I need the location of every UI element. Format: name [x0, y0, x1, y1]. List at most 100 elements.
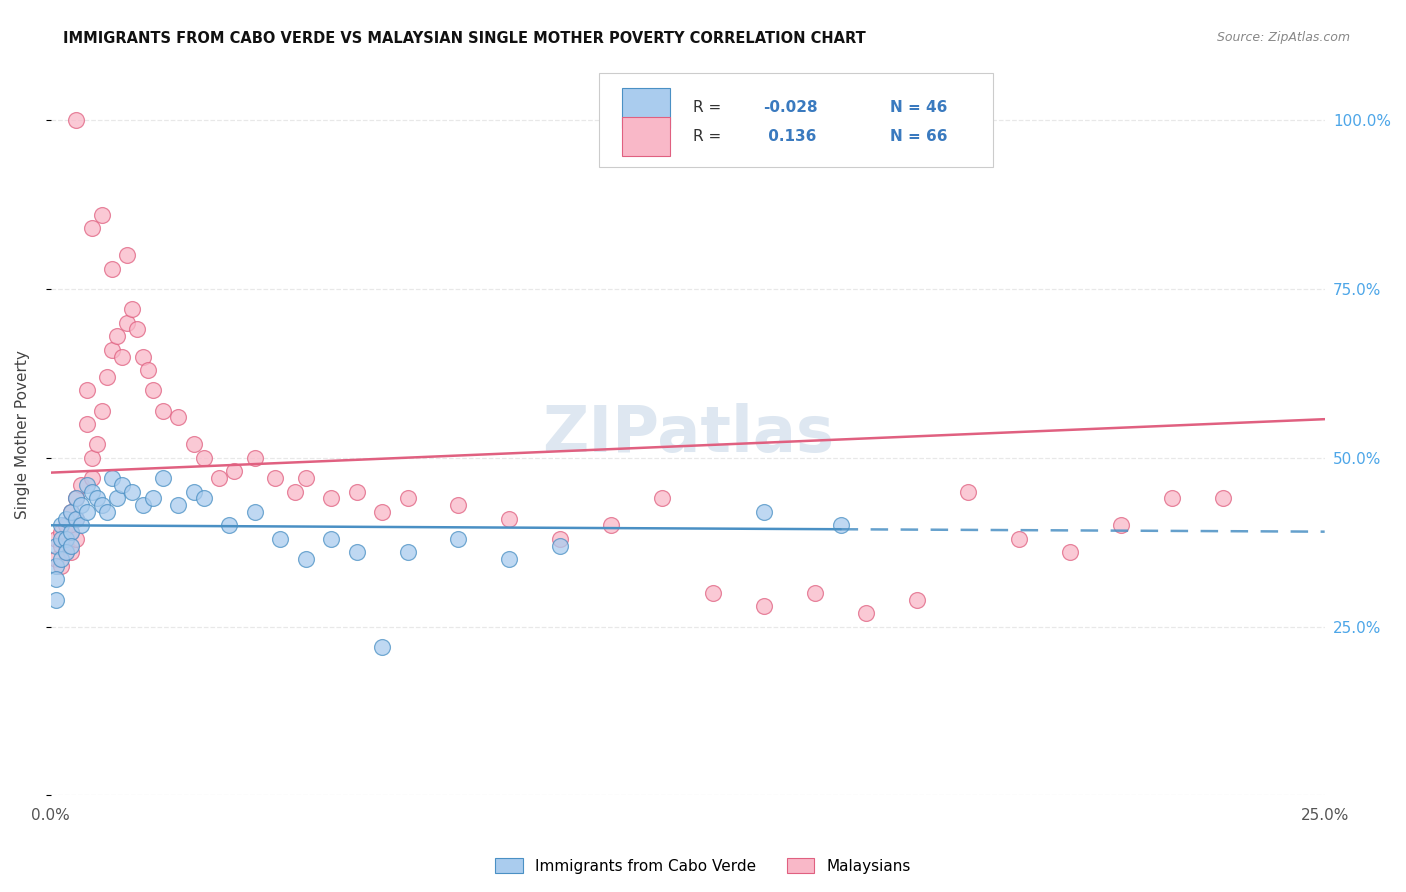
Point — [101, 471, 124, 485]
Point — [90, 403, 112, 417]
Y-axis label: Single Mother Poverty: Single Mother Poverty — [15, 350, 30, 518]
Point — [284, 484, 307, 499]
Point — [80, 221, 103, 235]
Point — [76, 505, 98, 519]
Point — [131, 498, 153, 512]
Text: IMMIGRANTS FROM CABO VERDE VS MALAYSIAN SINGLE MOTHER POVERTY CORRELATION CHART: IMMIGRANTS FROM CABO VERDE VS MALAYSIAN … — [63, 31, 866, 46]
Point — [702, 586, 724, 600]
Point — [193, 450, 215, 465]
Point — [65, 491, 87, 506]
Point — [600, 518, 623, 533]
FancyBboxPatch shape — [599, 73, 994, 167]
Point — [167, 410, 190, 425]
Point — [294, 471, 316, 485]
Point — [346, 484, 368, 499]
Point — [346, 545, 368, 559]
FancyBboxPatch shape — [621, 87, 669, 128]
Point — [65, 511, 87, 525]
Point — [49, 532, 72, 546]
Text: ZIPatlas: ZIPatlas — [541, 403, 834, 465]
Point — [117, 248, 139, 262]
Point — [264, 471, 287, 485]
Point — [136, 363, 159, 377]
Point — [55, 539, 77, 553]
Text: R =: R = — [693, 100, 721, 115]
Point — [243, 450, 266, 465]
Legend: Immigrants from Cabo Verde, Malaysians: Immigrants from Cabo Verde, Malaysians — [489, 852, 917, 880]
Point — [80, 471, 103, 485]
Point — [651, 491, 673, 506]
Point — [1212, 491, 1234, 506]
Point — [905, 592, 928, 607]
Point — [208, 471, 231, 485]
Point — [193, 491, 215, 506]
Point — [49, 552, 72, 566]
Text: Source: ZipAtlas.com: Source: ZipAtlas.com — [1216, 31, 1350, 45]
Point — [101, 343, 124, 357]
Point — [96, 369, 118, 384]
Point — [319, 491, 342, 506]
Point — [86, 491, 108, 506]
Point — [167, 498, 190, 512]
Text: N = 46: N = 46 — [890, 100, 948, 115]
Text: N = 66: N = 66 — [890, 129, 948, 144]
Point — [447, 532, 470, 546]
Point — [550, 532, 572, 546]
Point — [49, 518, 72, 533]
Point — [218, 518, 240, 533]
Point — [65, 532, 87, 546]
Point — [269, 532, 291, 546]
Point — [855, 606, 877, 620]
Point — [319, 532, 342, 546]
FancyBboxPatch shape — [621, 117, 669, 156]
Point — [121, 484, 143, 499]
Point — [70, 498, 93, 512]
Point — [121, 302, 143, 317]
Point — [142, 384, 165, 398]
Point — [105, 329, 128, 343]
Point — [371, 640, 394, 654]
Point — [804, 586, 827, 600]
Point — [80, 484, 103, 499]
Point — [86, 437, 108, 451]
Point — [754, 505, 776, 519]
Point — [550, 539, 572, 553]
Point — [65, 511, 87, 525]
Text: -0.028: -0.028 — [763, 100, 817, 115]
Point — [60, 539, 83, 553]
Point — [152, 471, 174, 485]
Point — [183, 437, 205, 451]
Point — [396, 491, 419, 506]
Point — [1109, 518, 1132, 533]
Point — [498, 552, 520, 566]
Point — [65, 491, 87, 506]
Point — [224, 464, 246, 478]
Point — [294, 552, 316, 566]
Point — [65, 113, 87, 128]
Point — [183, 484, 205, 499]
Point — [70, 518, 93, 533]
Point — [45, 539, 67, 553]
Point — [152, 403, 174, 417]
Point — [55, 511, 77, 525]
Point — [96, 505, 118, 519]
Point — [754, 599, 776, 614]
Point — [142, 491, 165, 506]
Point — [60, 545, 83, 559]
Point — [371, 505, 394, 519]
Point — [447, 498, 470, 512]
Point — [60, 505, 83, 519]
Point — [60, 524, 83, 539]
Point — [55, 518, 77, 533]
Point — [90, 208, 112, 222]
Point — [45, 592, 67, 607]
Point — [49, 558, 72, 573]
Point — [243, 505, 266, 519]
Point — [60, 524, 83, 539]
Point — [76, 477, 98, 491]
Point — [396, 545, 419, 559]
Point — [1008, 532, 1031, 546]
Point — [498, 511, 520, 525]
Text: R =: R = — [693, 129, 721, 144]
Point — [55, 545, 77, 559]
